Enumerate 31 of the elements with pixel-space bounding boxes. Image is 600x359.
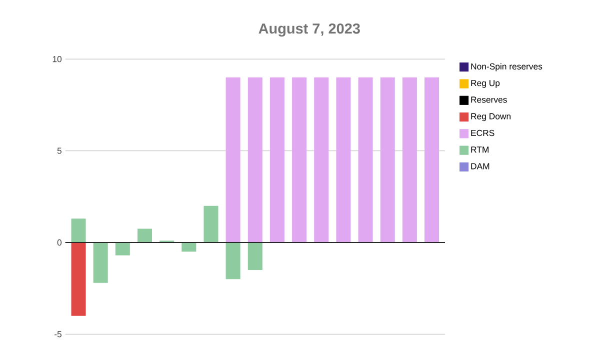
bar [71, 242, 86, 316]
bar [115, 242, 130, 256]
y-tick-label: 10 [52, 56, 62, 62]
bar [137, 228, 152, 242]
bar [226, 242, 240, 279]
legend-label: ECRS [471, 130, 494, 136]
bar [226, 77, 240, 242]
y-tick-label: 5 [57, 148, 62, 154]
bar [71, 218, 86, 242]
bar [204, 206, 218, 242]
legend-label: Reg Up [471, 80, 500, 88]
legend-label: Reserves [471, 96, 507, 103]
bar [336, 77, 351, 242]
bar [380, 77, 395, 242]
bar [358, 77, 373, 242]
bar [402, 77, 417, 242]
legend-label: Reg Down [471, 113, 510, 121]
bar [93, 242, 108, 283]
bar [292, 77, 307, 242]
legend-label: DAM [471, 163, 490, 170]
bar [248, 77, 262, 242]
bar [182, 242, 196, 252]
bar [248, 242, 262, 270]
y-tick-label: 0 [57, 239, 62, 246]
chart-title: August 7, 2023 [258, 23, 360, 36]
legend-label: RTM [471, 146, 488, 152]
bar [270, 77, 284, 242]
legend-label: Non-Spin reserves [471, 62, 542, 72]
bar [314, 77, 329, 242]
bar [424, 77, 440, 242]
y-tick-label: -5 [54, 330, 62, 338]
